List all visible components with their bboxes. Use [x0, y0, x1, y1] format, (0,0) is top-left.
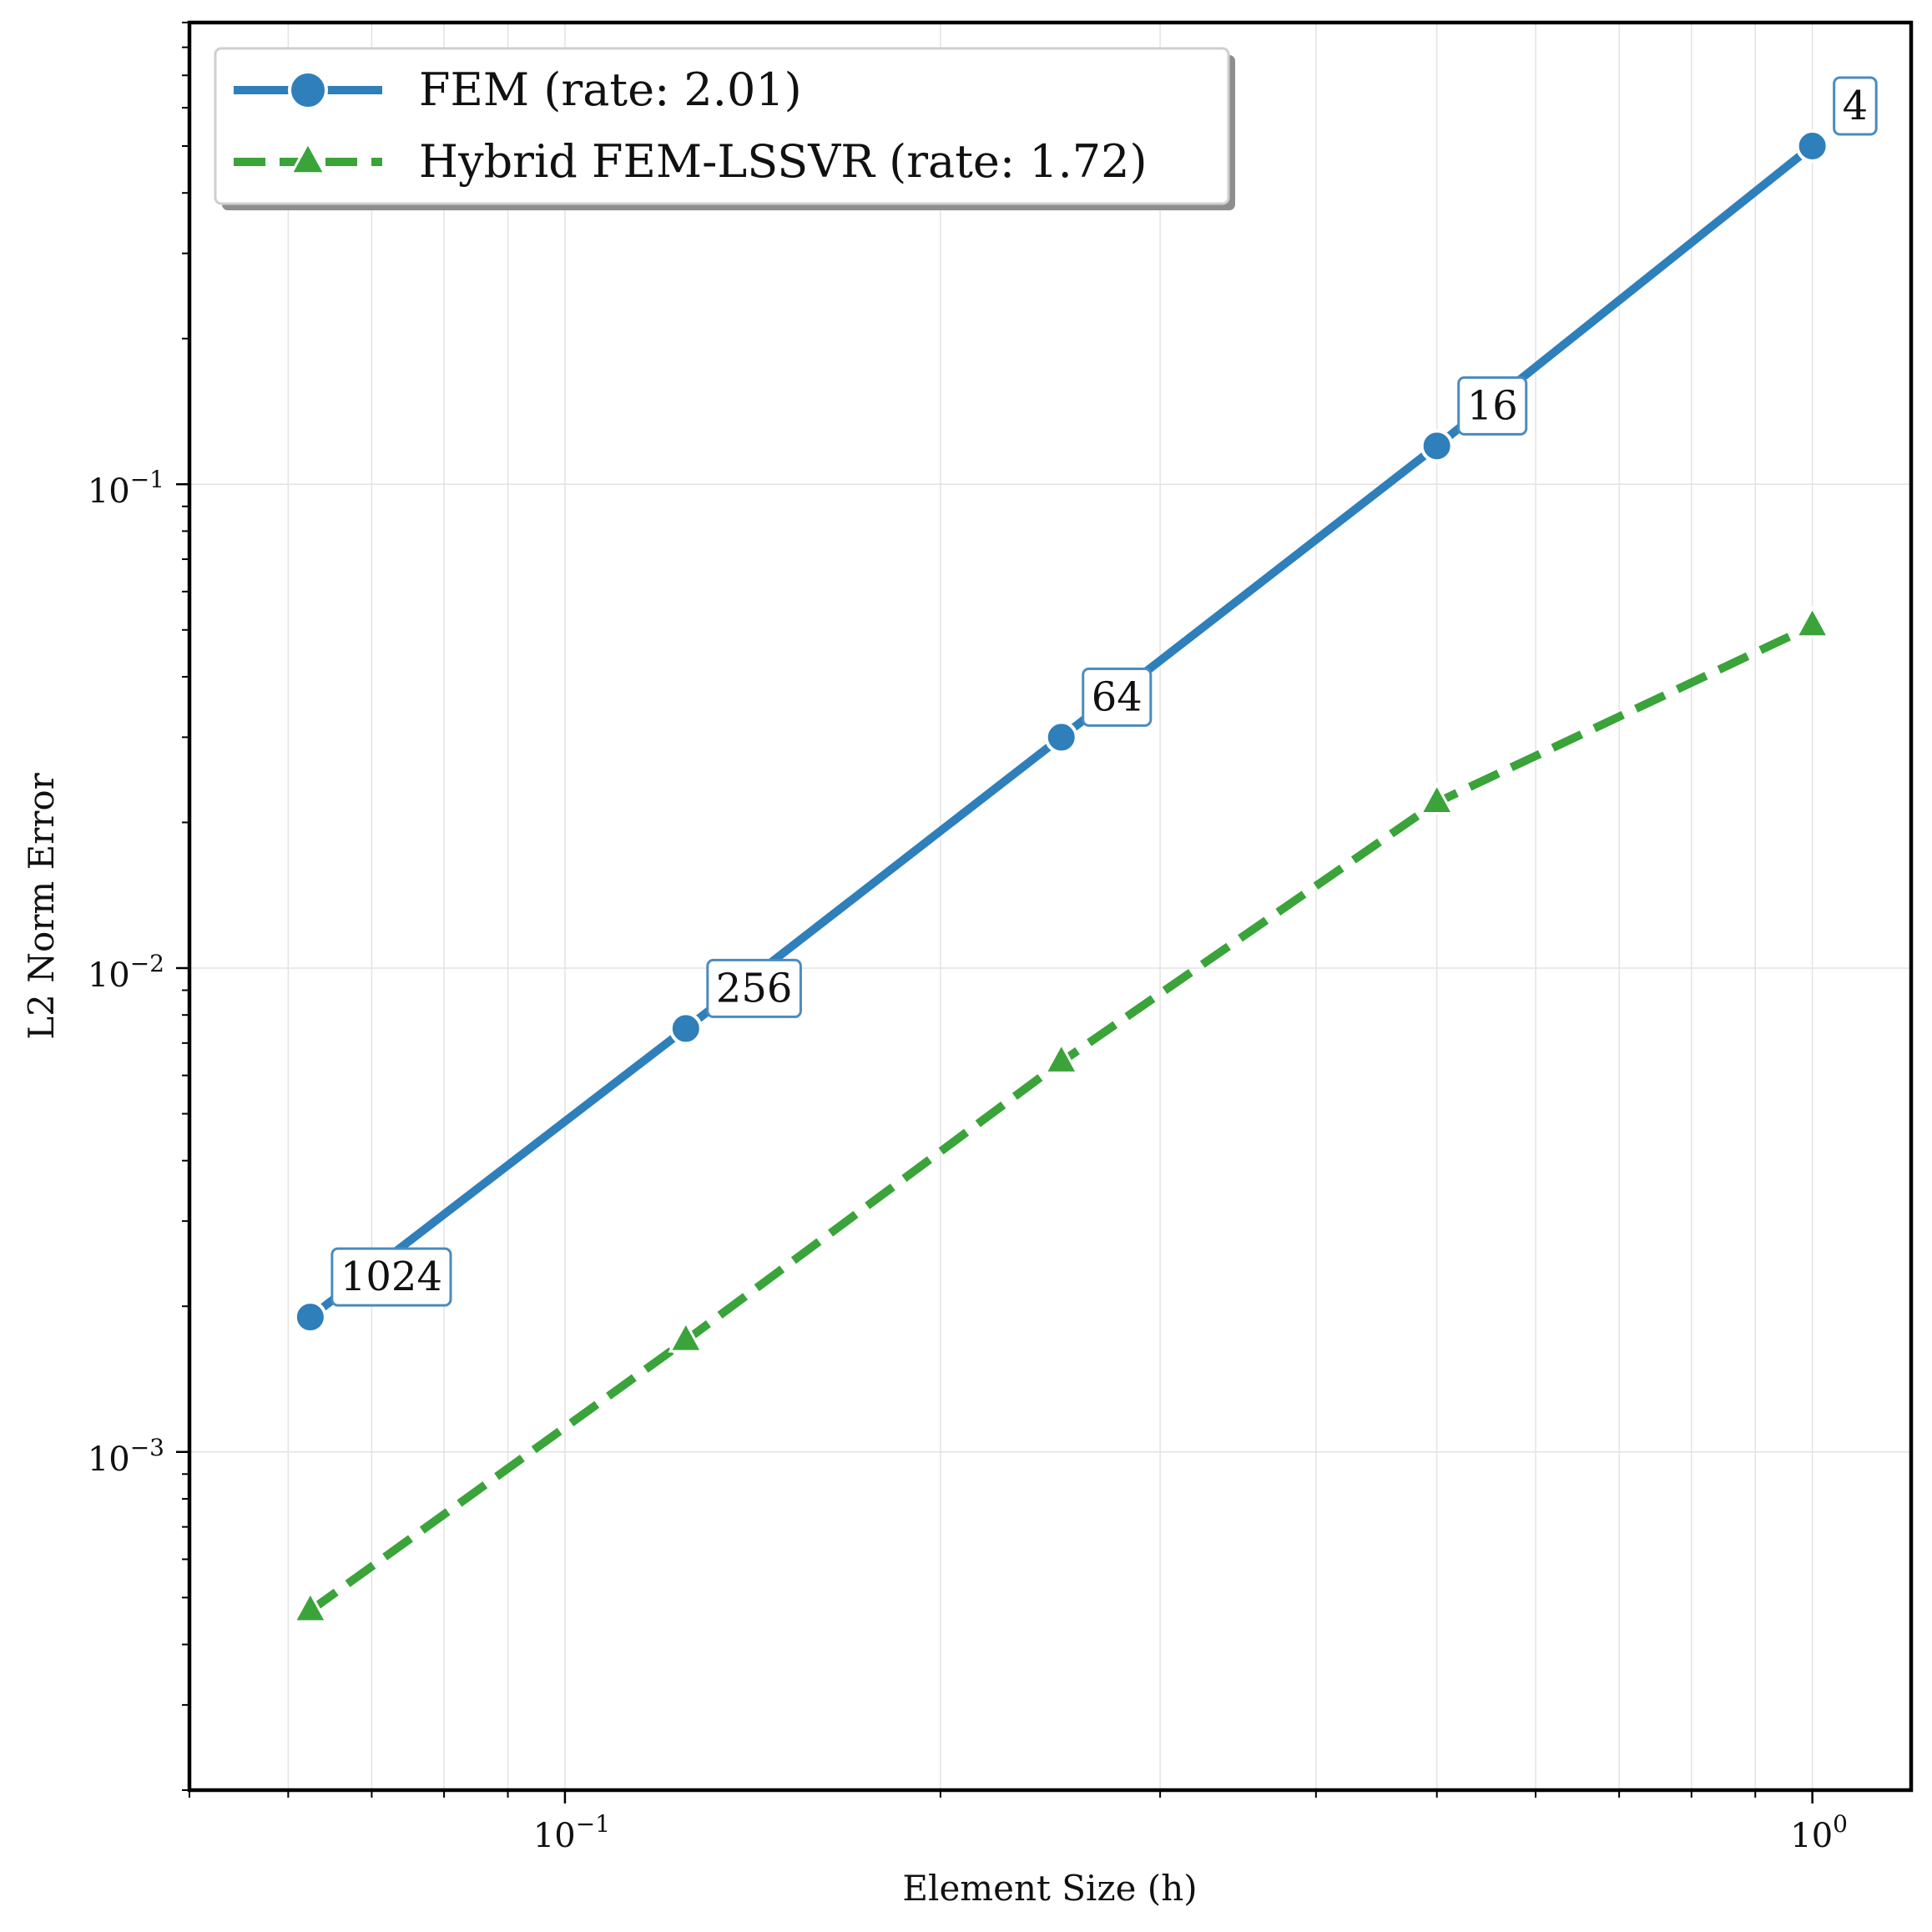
x-axis-label: Element Size (h)	[902, 1868, 1197, 1909]
y-axis-label: L2 Norm Error	[21, 772, 62, 1039]
data-point-series-1	[293, 1300, 327, 1334]
x-tick-label: 100	[1790, 1810, 1848, 1855]
data-point-series-1	[1420, 429, 1454, 463]
point-annotation: 256	[716, 965, 793, 1011]
legend-label-1: FEM (rate: 2.01)	[419, 63, 802, 116]
plot-area-frame	[187, 20, 1914, 1793]
data-point-series-1	[1795, 129, 1829, 163]
point-annotation: 4	[1843, 83, 1869, 129]
point-annotation-box	[706, 958, 802, 1018]
point-annotation-box	[1833, 76, 1878, 136]
legend-marker-2	[289, 140, 327, 175]
data-point-series-2	[1043, 1042, 1080, 1074]
point-annotation-box	[330, 1247, 452, 1307]
data-point-series-2	[1794, 605, 1830, 638]
legend-label-2: Hybrid FEM-LSSVR (rate: 1.72)	[419, 135, 1148, 188]
data-point-series-1	[668, 1011, 703, 1046]
legend-box	[214, 47, 1230, 205]
y-tick-label: 10−1	[88, 466, 164, 511]
data-point-series-2	[292, 1590, 329, 1623]
legend-marker-1	[288, 70, 328, 110]
point-annotation: 1024	[340, 1254, 442, 1300]
point-annotation: 16	[1467, 382, 1518, 429]
data-point-series-1	[1044, 720, 1078, 754]
data-point-series-2	[668, 1319, 704, 1353]
y-tick-label: 10−2	[88, 950, 164, 995]
point-annotation: 64	[1092, 673, 1143, 720]
x-tick-label: 10−1	[533, 1810, 610, 1855]
point-annotation-box	[1457, 376, 1528, 436]
series-line-2	[307, 622, 1814, 1614]
point-annotation-box	[1082, 667, 1153, 727]
data-point-series-2	[1419, 782, 1455, 815]
y-tick-label: 10−3	[88, 1434, 164, 1479]
